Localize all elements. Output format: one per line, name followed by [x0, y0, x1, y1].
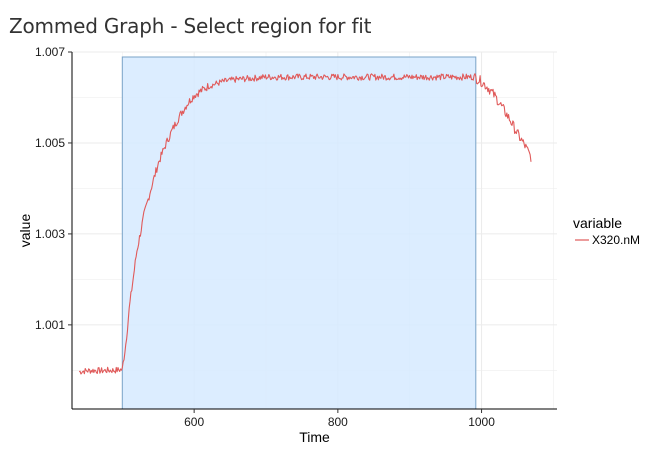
selection-region[interactable] — [121, 56, 477, 410]
y-tick-label: 1.005 — [35, 136, 65, 150]
x-tick-label: 800 — [328, 415, 348, 429]
legend-label-x320-nm: X320.nM — [592, 233, 640, 247]
x-tick-label: 600 — [184, 415, 204, 429]
y-tick-label: 1.001 — [35, 318, 65, 332]
x-axis: 600 800 1000 — [72, 408, 557, 429]
page-title: Zommed Graph - Select region for fit — [9, 14, 372, 38]
series-line-x320-nm — [78, 73, 532, 375]
legend-title: variable — [573, 215, 622, 231]
y-tick-label: 1.007 — [35, 45, 65, 59]
y-axis: 1.001 1.003 1.005 1.007 — [35, 45, 73, 409]
plot-panel[interactable] — [72, 51, 557, 410]
y-tick-label: 1.003 — [35, 227, 65, 241]
x-tick-label: 1000 — [468, 415, 495, 429]
y-axis-title: value — [17, 214, 33, 248]
x-axis-title: Time — [299, 429, 330, 445]
legend: variable X320.nM — [573, 215, 640, 247]
